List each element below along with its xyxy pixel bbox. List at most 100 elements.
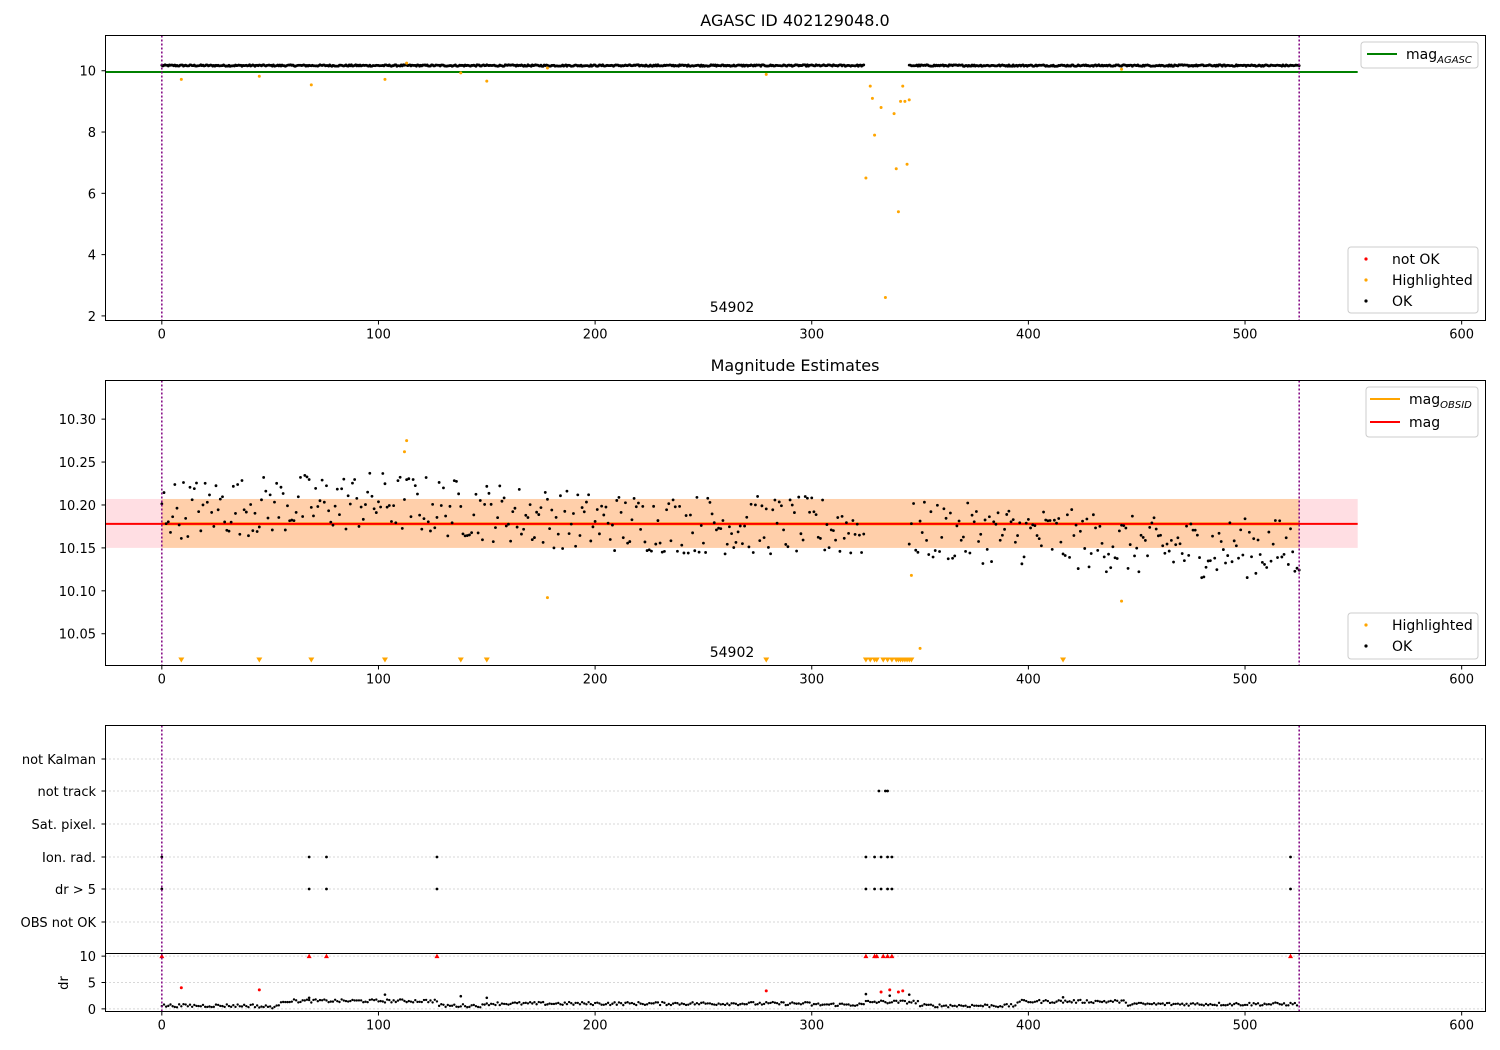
ok-point [669, 539, 673, 543]
ok-point [929, 510, 933, 514]
ok-point [845, 521, 848, 525]
ok-point [910, 522, 913, 526]
ok-point [229, 520, 233, 524]
category-label: not track [37, 785, 96, 800]
dr-point [554, 1002, 558, 1005]
ok-point [1128, 543, 1132, 546]
dr-point [771, 1000, 774, 1004]
dr-point [297, 1001, 300, 1004]
ok-point [249, 503, 253, 506]
dr-point [838, 1002, 842, 1006]
dr-point [199, 1005, 203, 1008]
ok-point [1120, 523, 1123, 527]
dr-point [416, 1000, 419, 1004]
dr-point [1204, 1002, 1208, 1006]
dr-point [578, 1003, 582, 1006]
dr-point [1014, 1004, 1017, 1007]
dr-point [171, 1005, 174, 1008]
ok-point [225, 528, 229, 532]
dr-point [232, 1003, 235, 1007]
ok-point [1044, 518, 1048, 522]
dr-point [793, 1002, 796, 1005]
dr-point [726, 1002, 729, 1005]
dr-point [695, 1001, 699, 1005]
dr-point [767, 1002, 770, 1005]
dr-point [949, 1003, 952, 1007]
dr-point [1020, 998, 1024, 1002]
dr-point [717, 1002, 720, 1005]
ok-point [205, 500, 209, 504]
ok-point [665, 508, 668, 512]
dr-point [1237, 1002, 1240, 1006]
dr-point [743, 1003, 746, 1006]
dr-axis-label: dr [57, 976, 72, 990]
ok-point [1193, 528, 1197, 532]
dr-point [1245, 1003, 1249, 1007]
ok-point [483, 503, 487, 506]
dr-point [351, 998, 354, 1002]
dr-point [420, 1000, 423, 1004]
dr-point [715, 1003, 718, 1007]
ok-point [721, 519, 725, 522]
ok-point [381, 472, 385, 475]
mag-agasc-legend-label: magAGASC [1406, 47, 1472, 66]
dr-point [1267, 1003, 1271, 1006]
dr-point [1146, 1002, 1149, 1005]
dr-not-ok-point [896, 990, 900, 994]
dr-point [429, 999, 432, 1002]
dr-point [468, 1005, 471, 1009]
ok-point [264, 489, 268, 493]
dr-point [897, 1001, 900, 1004]
category-label: OBS not OK [21, 916, 97, 931]
dr-point [1226, 1003, 1229, 1007]
dr-point [344, 999, 348, 1003]
y-tick-label: 10.15 [59, 542, 96, 557]
dr-point [414, 998, 417, 1002]
ok-point [192, 487, 196, 490]
ok-point [1228, 521, 1232, 525]
dr-point [437, 1004, 441, 1008]
flags-panel-frame [105, 725, 1486, 954]
magnitude-panel-title: Magnitude Estimates [711, 356, 880, 375]
ok-point [260, 498, 263, 502]
ok-point [1037, 537, 1041, 540]
ok-point [762, 536, 766, 540]
dr-point [567, 1000, 571, 1004]
ok-point [784, 543, 788, 546]
highlighted-point [883, 296, 887, 300]
dr-point [455, 1005, 458, 1008]
dr-point [1165, 1001, 1169, 1005]
dr-point [572, 1003, 575, 1006]
dr-point [418, 1000, 421, 1003]
dr-point [379, 999, 382, 1003]
ok-point [602, 513, 606, 517]
dr-point [1295, 1004, 1299, 1007]
dr-point [1258, 1004, 1262, 1007]
ok-point [348, 502, 352, 506]
dr-point [925, 1003, 928, 1007]
ok-point [775, 521, 779, 525]
dr-spike-point [383, 993, 387, 996]
dr-point [563, 1001, 566, 1004]
ok-point [797, 495, 801, 499]
dr-point [814, 1002, 818, 1006]
dr-point [342, 999, 346, 1002]
ok-point [478, 499, 482, 502]
dr-point [734, 1002, 738, 1006]
ok-point [338, 513, 341, 517]
dr-point [1207, 1003, 1210, 1007]
highlighted-point [764, 72, 768, 76]
dr-point [927, 1003, 930, 1007]
ok-point [457, 492, 461, 496]
dr-point [318, 998, 322, 1002]
dr-point [444, 1005, 447, 1009]
dr-point [266, 1005, 270, 1009]
ok-legend-marker-2 [1364, 644, 1368, 648]
dr-point [494, 1003, 497, 1007]
dr-point [524, 1001, 527, 1005]
ok-point [502, 496, 506, 500]
ok-point [543, 491, 547, 494]
flag-point [307, 887, 311, 891]
dr-point [1066, 1000, 1069, 1004]
ok-point [504, 524, 508, 528]
